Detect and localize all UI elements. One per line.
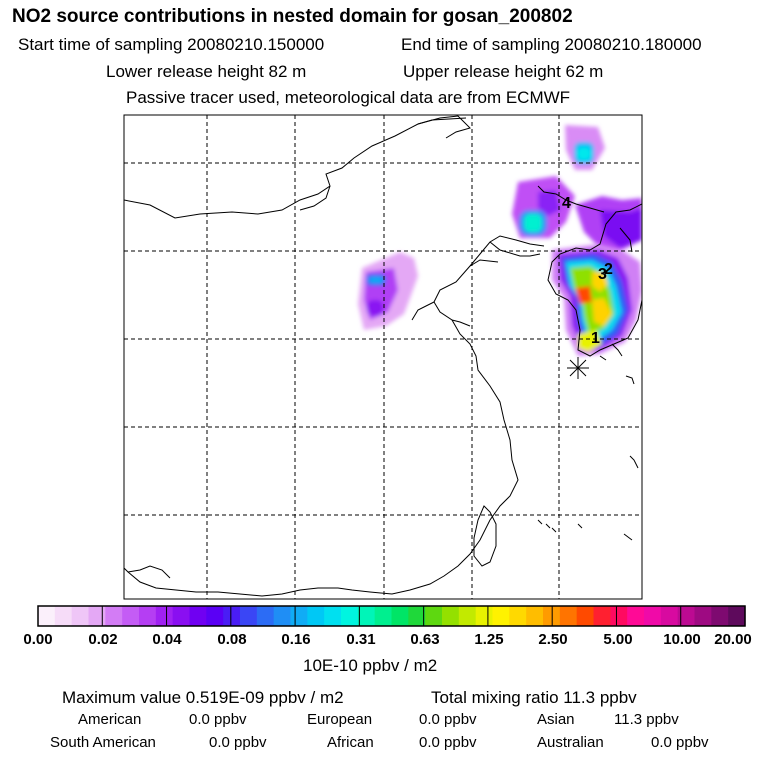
colorbar [37, 605, 746, 627]
colorbar-swatch [307, 606, 325, 626]
colorbar-swatch [71, 606, 90, 626]
colorbar-tick: 2.50 [538, 631, 568, 648]
total-mixing-label: Total mixing ratio 11.3 ppbv [431, 688, 637, 707]
colorbar-swatch [677, 606, 696, 626]
region-african-value: 0.0 ppbv [419, 734, 477, 751]
colorbar-swatch [492, 606, 510, 626]
colorbar-tick: 5.00 [603, 631, 633, 648]
region-african: African [327, 734, 374, 751]
colorbar-swatch [290, 606, 308, 626]
colorbar-swatch [711, 606, 729, 626]
plume-north [512, 125, 642, 252]
colorbar-swatch [223, 606, 241, 626]
lower-release-label: Lower release height 82 m [106, 62, 307, 81]
colorbar-swatch [576, 606, 595, 626]
region-south-american: South American [50, 734, 156, 751]
region-asian: Asian [537, 711, 575, 728]
colorbar-swatch [189, 606, 207, 626]
colorbar-swatch [155, 606, 174, 626]
tracer-note: Passive tracer used, meteorological data… [126, 88, 571, 107]
colorbar-frame [37, 605, 746, 627]
colorbar-swatch [644, 606, 662, 626]
colorbar-swatch [172, 606, 191, 626]
colorbar-tick: 0.04 [152, 631, 182, 648]
colorbar-tick: 1.25 [474, 631, 504, 648]
colorbar-swatch [206, 606, 224, 626]
map-frame [123, 114, 643, 600]
source-marker-3: 3 [598, 266, 607, 283]
region-american: American [78, 711, 142, 728]
region-asian-value: 11.3 ppbv [614, 711, 679, 728]
colorbar-swatch [357, 606, 376, 626]
colorbar-swatch [38, 606, 56, 626]
colorbar-swatch [475, 606, 494, 626]
upper-release-label: Upper release height 62 m [403, 62, 604, 81]
colorbar-swatch [610, 606, 628, 626]
colorbar-swatch [526, 606, 544, 626]
colorbar-unit: 10E-10 ppbv / m2 [303, 656, 438, 675]
colorbar-tick: 20.00 [714, 631, 752, 648]
source-marker-4: 4 [562, 195, 571, 212]
source-marker-1: 1 [591, 330, 600, 347]
colorbar-swatch [694, 606, 712, 626]
colorbar-swatch [240, 606, 258, 626]
colorbar-swatch [256, 606, 275, 626]
colorbar-swatch [139, 606, 157, 626]
colorbar-swatch [593, 606, 611, 626]
colorbar-swatch [54, 606, 73, 626]
plume-inland [358, 252, 418, 330]
max-value-label: Maximum value 0.519E-09 ppbv / m2 [62, 688, 344, 707]
region-american-value: 0.0 ppbv [189, 711, 247, 728]
colorbar-swatch [408, 606, 426, 626]
receptor-star-icon [567, 357, 589, 379]
plume-korea [552, 244, 642, 356]
colorbar-swatch [122, 606, 140, 626]
colorbar-swatch [458, 606, 477, 626]
end-time-label: End time of sampling 20080210.180000 [401, 35, 702, 54]
colorbar-swatch [324, 606, 342, 626]
colorbar-swatch [88, 606, 106, 626]
colorbar-tick: 10.00 [663, 631, 701, 648]
colorbar-swatch [374, 606, 393, 626]
colorbar-swatch [391, 606, 409, 626]
colorbar-swatch [627, 606, 645, 626]
page-title: NO2 source contributions in nested domai… [12, 6, 573, 27]
colorbar-swatch [273, 606, 292, 626]
colorbar-tick: 0.31 [346, 631, 376, 648]
colorbar-swatch [425, 606, 443, 626]
colorbar-swatch [509, 606, 527, 626]
region-south-american-value: 0.0 ppbv [209, 734, 267, 751]
colorbar-swatch [442, 606, 460, 626]
source-marker-2: 2 [604, 261, 613, 278]
region-european-value: 0.0 ppbv [419, 711, 477, 728]
start-time-label: Start time of sampling 20080210.150000 [18, 35, 325, 54]
colorbar-tick: 0.00 [23, 631, 53, 648]
colorbar-swatch [105, 606, 123, 626]
grid-lines [124, 115, 642, 599]
concentration-field: 1 2 3 4 [124, 115, 642, 599]
region-european: European [307, 711, 373, 728]
region-australian: Australian [537, 734, 604, 751]
colorbar-swatch [728, 606, 746, 626]
colorbar-swatch [559, 606, 578, 626]
colorbar-tick: 0.02 [88, 631, 118, 648]
colorbar-tick: 0.16 [281, 631, 311, 648]
colorbar-swatch [341, 606, 359, 626]
colorbar-swatch [660, 606, 679, 626]
region-australian-value: 0.0 ppbv [651, 734, 709, 751]
coastlines [124, 115, 642, 597]
colorbar-tick: 0.08 [217, 631, 247, 648]
colorbar-tick: 0.63 [410, 631, 440, 648]
